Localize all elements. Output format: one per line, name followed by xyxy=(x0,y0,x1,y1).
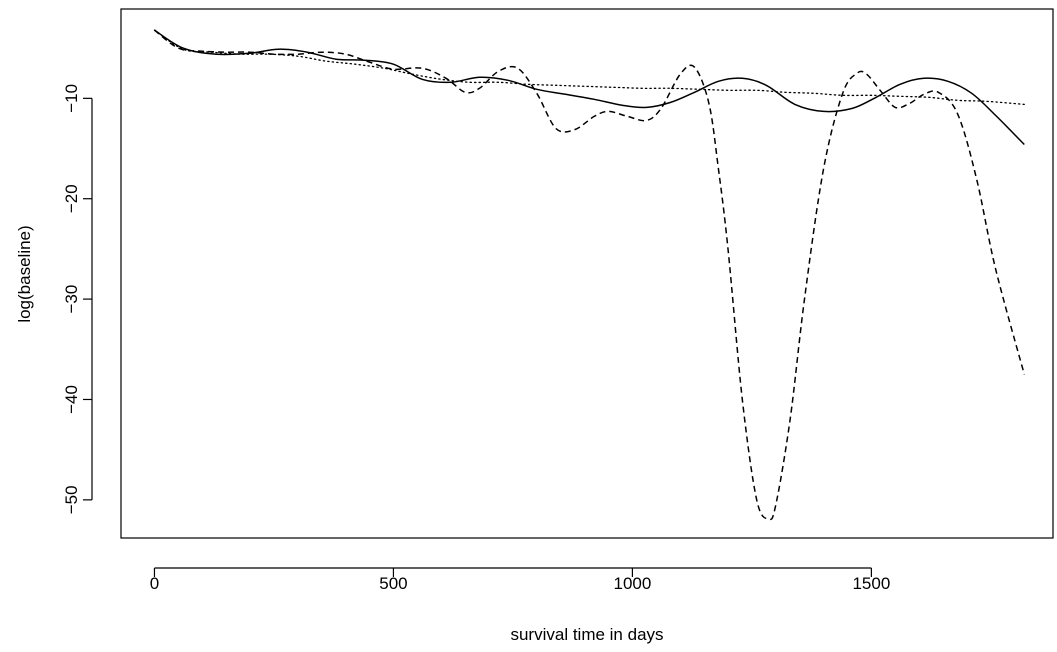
x-axis-label: survival time in days xyxy=(510,625,663,644)
plot-box xyxy=(120,8,1054,539)
series-line-dotted xyxy=(153,29,1025,106)
x-tick-label: 1000 xyxy=(613,574,651,593)
y-tick-label: −50 xyxy=(62,485,81,514)
x-tick-label: 0 xyxy=(150,574,159,593)
y-tick-label: −10 xyxy=(62,84,81,113)
plot-frame xyxy=(120,8,1054,539)
y-tick-label: −40 xyxy=(62,385,81,414)
x-tick-label: 1500 xyxy=(852,574,890,593)
y-tick-label: −20 xyxy=(62,184,81,213)
series-layer xyxy=(153,29,1026,521)
x-tick-label: 500 xyxy=(379,574,407,593)
y-axis: −10 −20 −30 −40 −50 xyxy=(62,84,93,514)
series-line-solid xyxy=(154,29,1025,146)
y-tick-label: −30 xyxy=(62,285,81,314)
series-line-dashed xyxy=(154,29,1026,521)
x-axis: 0 500 1000 1500 xyxy=(150,567,890,593)
y-axis-label: log(baseline) xyxy=(15,225,34,322)
